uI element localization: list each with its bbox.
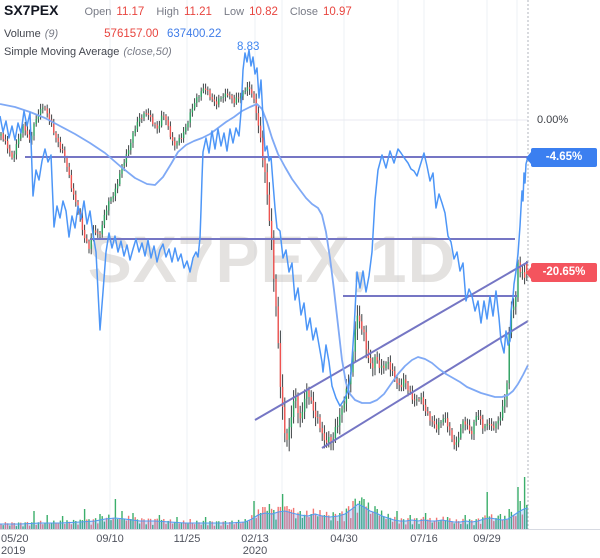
legend-symbol-row[interactable]: SX7PEX Open 11.17 High 11.21 Low 10.82 C… — [4, 2, 352, 24]
volume-indicator-label: Volume — [4, 28, 41, 40]
compare-high-price-label: 8.83 — [237, 41, 260, 53]
high-label: High — [156, 6, 179, 18]
time-axis-label: 02/13 2020 — [241, 533, 269, 557]
comparison-line[interactable] — [0, 49, 529, 407]
zero-percent-label: 0.00% — [537, 114, 569, 126]
close-value: 10.97 — [323, 6, 352, 18]
volume-indicator-args: (9) — [44, 28, 59, 40]
volume-value: 576157.00 — [104, 28, 159, 40]
time-axis-label: 07/16 — [410, 533, 438, 545]
volume-series — [0, 477, 529, 529]
volume-ma-value: 637400.22 — [166, 28, 222, 40]
legend-volume-row[interactable]: Volume (9) 576157.00 637400.22 — [4, 24, 352, 46]
trend-lines[interactable] — [25, 156, 529, 449]
close-label: Close — [289, 6, 318, 18]
legend-sma-row[interactable]: Simple Moving Average (close,50) — [4, 46, 352, 68]
sma-indicator-args: (close,50) — [123, 46, 172, 58]
legend: SX7PEX Open 11.17 High 11.21 Low 10.82 C… — [4, 2, 352, 68]
time-axis[interactable]: 05/20 2019 09/10 11/25 02/13 2020 04/30 07/16 09… — [0, 529, 600, 558]
symbol-title: SX7PEX — [4, 2, 59, 18]
low-value: 10.82 — [249, 6, 278, 18]
open-label: Open — [84, 6, 112, 18]
low-label: Low — [223, 6, 245, 18]
sma-line[interactable] — [0, 103, 529, 404]
sma-indicator-label: Simple Moving Average — [4, 46, 120, 58]
compare-percent-badge: -4.65% — [526, 148, 597, 167]
time-axis-label: 11/25 — [173, 533, 201, 545]
time-axis-label: 09/29 — [473, 533, 501, 545]
time-axis-label: 05/20 2019 — [1, 533, 29, 557]
time-axis-label: 09/10 — [96, 533, 124, 545]
time-axis-label: 04/30 — [330, 533, 358, 545]
last-price-percent-badge: -20.65% — [526, 263, 597, 282]
open-value: 11.17 — [116, 6, 145, 18]
high-value: 11.21 — [183, 6, 212, 18]
